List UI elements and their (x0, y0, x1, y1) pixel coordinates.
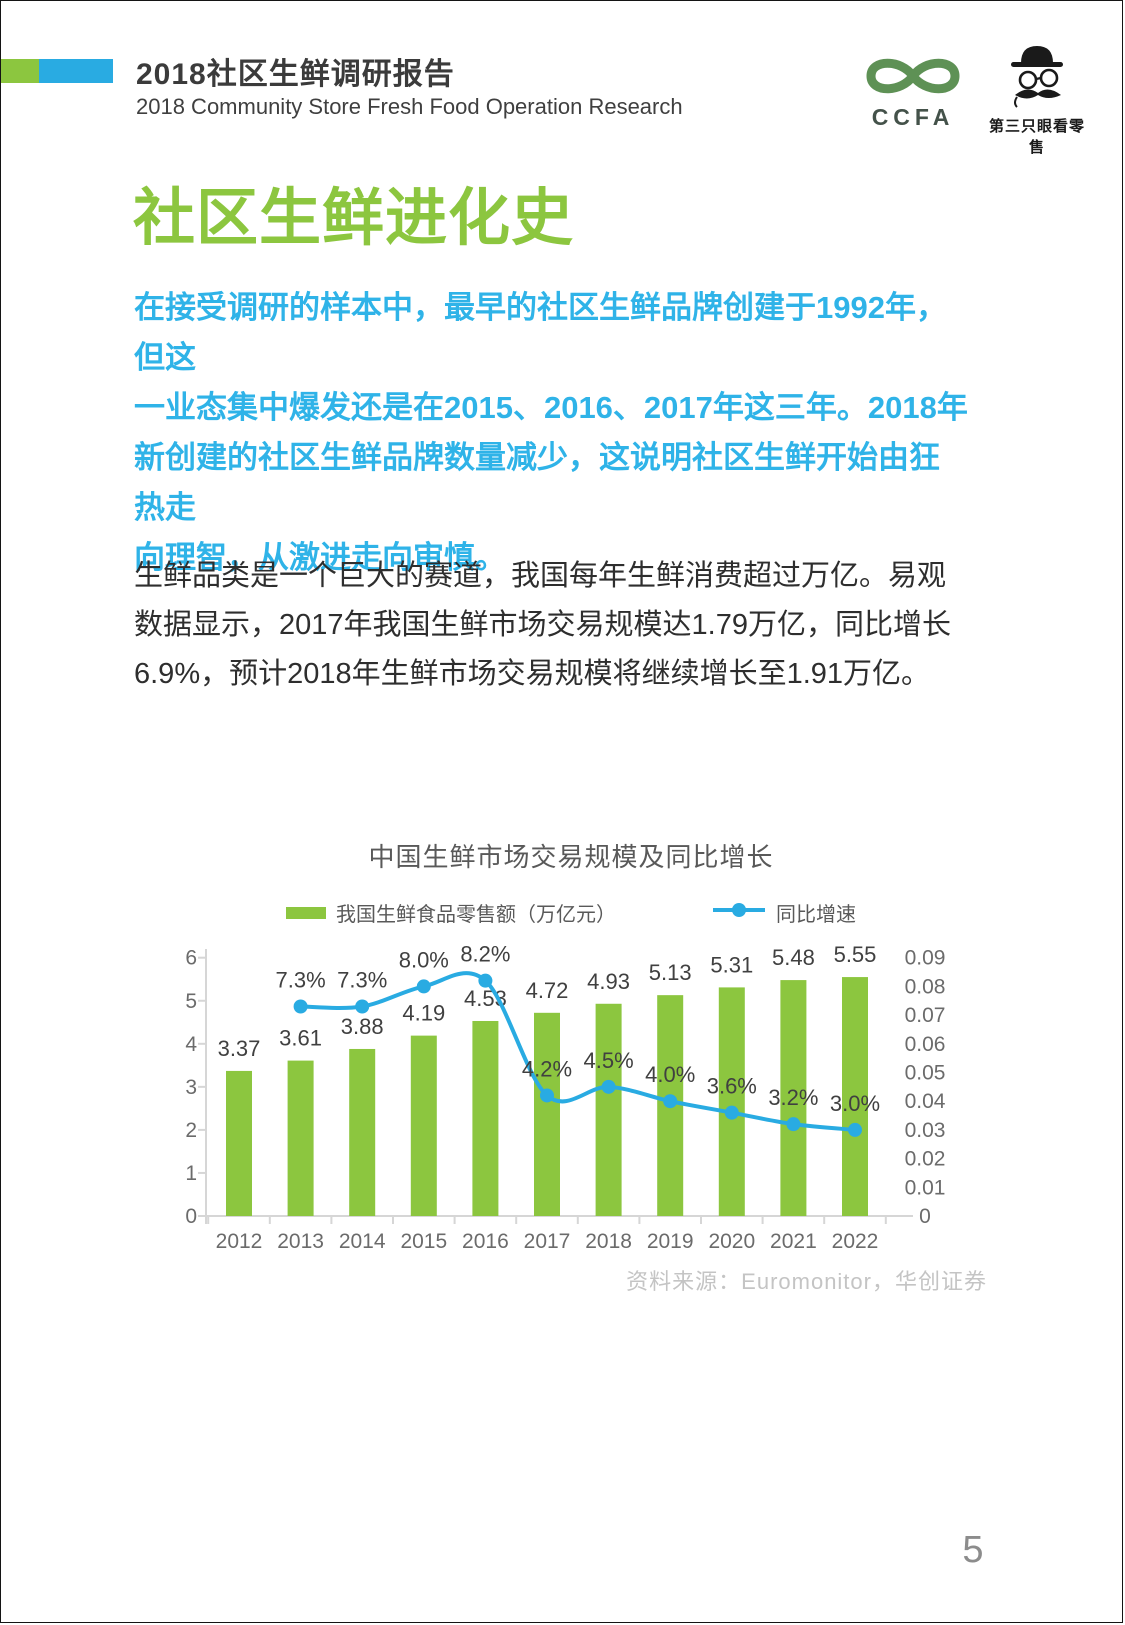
page-heading: 社区生鲜进化史 (133, 184, 575, 253)
svg-text:7.3%: 7.3% (276, 967, 326, 992)
legend-line-label: 同比增速 (776, 904, 856, 926)
svg-text:2022: 2022 (832, 1230, 879, 1253)
svg-text:4: 4 (185, 1033, 197, 1056)
third-eye-logo-text: 第三只眼看零售 (988, 118, 1085, 156)
brand-bar-blue (39, 59, 113, 83)
report-subtitle: 2018 Community Store Fresh Food Operatio… (136, 94, 683, 119)
svg-text:0.09: 0.09 (905, 947, 946, 970)
chart-canvas: 0 1 2 3 4 5 6 0 0.01 0.02 0.03 0.04 0.05 0.06 0.07 0.08… (185, 942, 946, 1253)
report-title: 2018社区生鲜调研报告 (136, 58, 455, 91)
svg-text:0.06: 0.06 (905, 1033, 946, 1056)
svg-text:5.31: 5.31 (710, 952, 753, 977)
svg-text:2017: 2017 (524, 1230, 571, 1253)
svg-text:2013: 2013 (277, 1230, 324, 1253)
chart-title: 中国生鲜市场交易规模及同比增长 (368, 842, 774, 872)
chart-legend: 我国生鲜食品零售额（万亿元） 同比增速 (141, 898, 1001, 927)
line-legend-sample-icon (712, 901, 766, 924)
svg-text:0.02: 0.02 (905, 1148, 946, 1171)
line-legend-svg (713, 903, 765, 917)
ccfa-logo: CCFA (853, 49, 973, 133)
svg-text:0.05: 0.05 (905, 1062, 946, 1085)
chart-block: 中国生鲜市场交易规模及同比增长 我国生鲜食品零售额（万亿元） 同比增速 0 1 2 3… (141, 837, 1001, 1274)
svg-text:6: 6 (185, 947, 197, 970)
svg-text:2016: 2016 (462, 1230, 509, 1253)
legend-item-bar: 我国生鲜食品零售额（万亿元） (286, 898, 616, 927)
brand-bar-green (1, 59, 39, 83)
svg-text:0.03: 0.03 (905, 1119, 946, 1142)
svg-text:0: 0 (919, 1205, 931, 1228)
svg-text:3: 3 (185, 1076, 197, 1099)
svg-text:2015: 2015 (400, 1230, 447, 1253)
svg-text:0.04: 0.04 (905, 1090, 946, 1113)
svg-text:3.6%: 3.6% (707, 1074, 757, 1099)
svg-text:3.88: 3.88 (341, 1014, 384, 1039)
svg-text:4.0%: 4.0% (645, 1062, 695, 1087)
svg-text:0.08: 0.08 (905, 975, 946, 998)
svg-text:3.0%: 3.0% (830, 1091, 880, 1116)
svg-text:2: 2 (185, 1119, 197, 1142)
ccfa-ribbon-icon (857, 58, 969, 107)
svg-text:4.5%: 4.5% (584, 1048, 634, 1073)
svg-text:1: 1 (185, 1162, 197, 1185)
svg-text:7.3%: 7.3% (337, 967, 387, 992)
svg-text:4.93: 4.93 (587, 969, 630, 994)
svg-text:0.01: 0.01 (905, 1176, 946, 1199)
svg-text:2019: 2019 (647, 1230, 694, 1253)
svg-text:5.48: 5.48 (772, 945, 815, 970)
svg-text:5.13: 5.13 (649, 960, 692, 985)
source-note: 资料来源：Euromonitor，华创证券 (626, 1269, 987, 1294)
svg-text:2012: 2012 (216, 1230, 263, 1253)
svg-text:8.0%: 8.0% (399, 947, 449, 972)
legend-bar-label: 我国生鲜食品零售额（万亿元） (336, 904, 616, 926)
bar-legend-swatch-icon (286, 906, 326, 919)
svg-text:8.2%: 8.2% (460, 942, 510, 967)
svg-text:2021: 2021 (770, 1230, 817, 1253)
svg-text:4.19: 4.19 (402, 1001, 445, 1026)
svg-text:4.72: 4.72 (526, 978, 569, 1003)
page-number: 5 (962, 1529, 984, 1571)
svg-text:3.37: 3.37 (218, 1036, 261, 1061)
svg-text:2020: 2020 (708, 1230, 755, 1253)
svg-text:2018: 2018 (585, 1230, 632, 1253)
legend-item-line: 同比增速 (712, 898, 856, 927)
svg-text:3.2%: 3.2% (768, 1085, 818, 1110)
body-paragraph: 生鲜品类是一个巨大的赛道，我国每年生鲜消费超过万亿。易观 数据显示，2017年我… (134, 560, 951, 690)
svg-text:0: 0 (185, 1205, 197, 1228)
third-eye-logo: 第三只眼看零售 (983, 43, 1091, 156)
intro-highlight-paragraph: 在接受调研的样本中，最早的社区生鲜品牌创建于1992年，但这 一业态集中爆发还是… (134, 290, 968, 575)
svg-text:0.07: 0.07 (905, 1004, 946, 1027)
svg-text:2014: 2014 (339, 1230, 386, 1253)
svg-text:3.61: 3.61 (279, 1026, 322, 1051)
svg-text:5: 5 (185, 990, 197, 1013)
svg-text:5.55: 5.55 (834, 942, 877, 967)
bowler-hat-man-icon (987, 46, 1087, 113)
chart-plot-area: 0 1 2 3 4 5 6 0 0.01 0.02 0.03 0.04 0.05 0.06 0.07 0.08… (141, 935, 1001, 1274)
svg-text:4.2%: 4.2% (522, 1056, 572, 1081)
ccfa-logo-text: CCFA (871, 104, 955, 130)
